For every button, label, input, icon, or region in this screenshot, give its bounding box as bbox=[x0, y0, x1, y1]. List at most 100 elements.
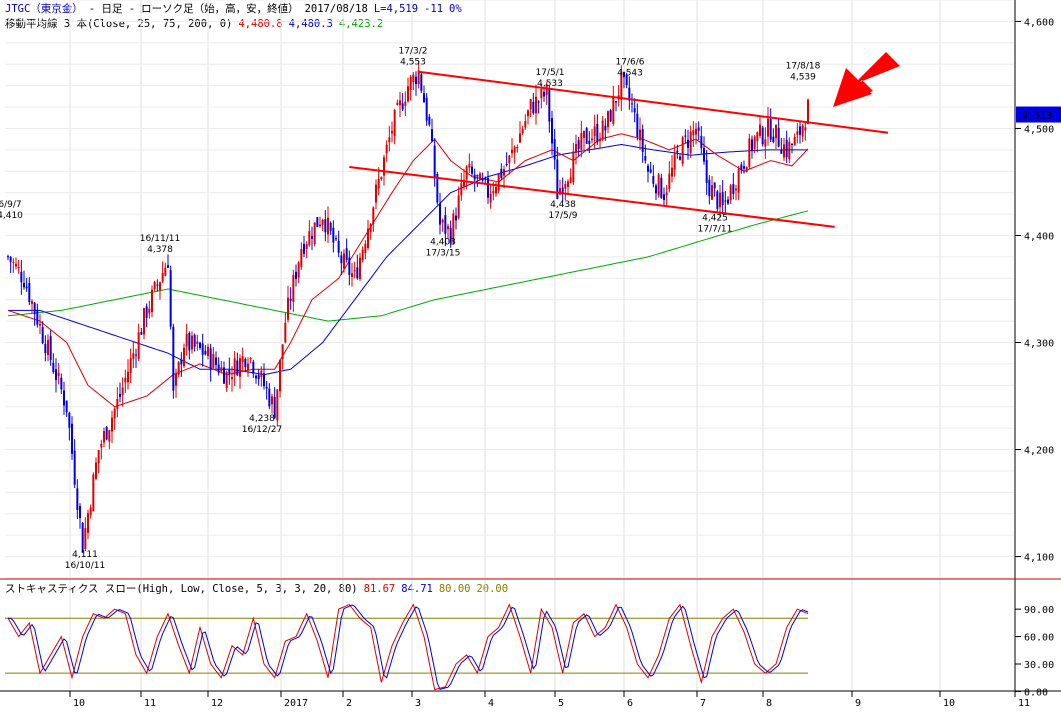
candle-down bbox=[705, 160, 708, 183]
candle-up bbox=[343, 253, 345, 269]
candle-down bbox=[33, 302, 36, 314]
candle-down bbox=[433, 145, 436, 179]
candle-up bbox=[111, 417, 113, 432]
chart-header-line1: JTGC（東京金） - 日足 - ローソク足（始，高，安，終値） 2017/08/18… bbox=[5, 3, 468, 16]
candle-down bbox=[588, 140, 591, 145]
candle-up bbox=[569, 177, 572, 184]
candles bbox=[7, 60, 809, 553]
candle-up bbox=[793, 136, 796, 146]
annotation-price: 4,425 bbox=[702, 214, 728, 224]
candle-up bbox=[745, 166, 748, 172]
candle-up bbox=[719, 192, 721, 208]
candle-down bbox=[268, 388, 271, 407]
candle-up bbox=[388, 137, 391, 143]
stoch-tick-label: 30.00 bbox=[1024, 660, 1054, 671]
candle-up bbox=[391, 130, 393, 134]
candle-up bbox=[575, 143, 577, 153]
candle-down bbox=[644, 156, 647, 161]
annotation-date: 17/5/1 bbox=[536, 68, 565, 78]
candle-up bbox=[735, 188, 737, 191]
candle-up bbox=[353, 270, 356, 272]
price-tick-label: 4,500 bbox=[1024, 124, 1054, 135]
candle-down bbox=[660, 177, 663, 199]
candle-up bbox=[15, 263, 17, 267]
x-tick-label: 10 bbox=[73, 698, 85, 709]
candle-down bbox=[7, 256, 9, 258]
x-tick-label: 5 bbox=[558, 698, 564, 709]
stoch-k-value: 81.67 bbox=[363, 583, 396, 595]
candle-up bbox=[671, 167, 673, 177]
candle-up bbox=[639, 129, 641, 141]
candle-down bbox=[204, 350, 207, 355]
candle-down bbox=[785, 139, 788, 158]
candle-up bbox=[564, 183, 567, 189]
ma75-line bbox=[8, 143, 808, 376]
candle-down bbox=[609, 110, 612, 122]
candle-down bbox=[697, 127, 700, 131]
candle-up bbox=[12, 261, 15, 263]
candle-up bbox=[327, 217, 329, 235]
annotation-price: 4,238 bbox=[249, 414, 275, 424]
candle-up bbox=[148, 308, 151, 314]
candle-up bbox=[567, 181, 569, 187]
candle-down bbox=[484, 177, 487, 180]
red-arrow-icon bbox=[833, 52, 900, 107]
candle-up bbox=[129, 358, 132, 373]
annotation-price: 4,543 bbox=[617, 68, 643, 78]
candle-up bbox=[151, 289, 153, 313]
candle-down bbox=[444, 215, 447, 234]
current-price-badge bbox=[1016, 106, 1061, 123]
x-tick-label: 11 bbox=[144, 698, 156, 709]
candle-up bbox=[196, 341, 199, 344]
candle-up bbox=[100, 444, 103, 448]
candle-down bbox=[772, 136, 775, 143]
candle-up bbox=[137, 332, 140, 359]
candle-down bbox=[641, 129, 644, 153]
candle-up bbox=[465, 166, 468, 180]
candle-down bbox=[761, 127, 764, 145]
symbol-label: JTGC（東京金） bbox=[5, 3, 83, 15]
candle-down bbox=[532, 101, 535, 114]
stoch-upper-value: 80.00 bbox=[438, 583, 471, 595]
candle-up bbox=[121, 387, 124, 395]
candle-down bbox=[420, 74, 423, 91]
candle-down bbox=[199, 342, 201, 348]
candle-down bbox=[505, 164, 508, 166]
ma200-path bbox=[7, 210, 809, 322]
candle-down bbox=[647, 165, 649, 172]
candle-up bbox=[241, 356, 244, 362]
candle-down bbox=[188, 333, 191, 351]
candle-down bbox=[79, 506, 81, 519]
candle-down bbox=[439, 203, 441, 225]
candle-down bbox=[684, 135, 687, 137]
candle-up bbox=[239, 358, 241, 377]
candle-down bbox=[145, 306, 148, 318]
candle-down bbox=[60, 377, 63, 390]
candle-up bbox=[108, 430, 111, 442]
candle-up bbox=[321, 219, 324, 225]
candle-up bbox=[260, 370, 263, 378]
ma75-path bbox=[8, 143, 808, 376]
candle-up bbox=[447, 226, 449, 230]
candle-down bbox=[215, 357, 217, 365]
candle-down bbox=[431, 129, 433, 142]
candle-up bbox=[668, 173, 671, 190]
candle-down bbox=[257, 375, 260, 380]
trend-line bbox=[349, 165, 835, 228]
candle-up bbox=[516, 147, 519, 149]
candle-down bbox=[740, 164, 743, 171]
candle-down bbox=[777, 128, 780, 147]
candle-up bbox=[284, 322, 287, 343]
stoch-label: ストキャスティクス スロー(High, Low, Close, 5, 3, 3,… bbox=[5, 583, 358, 595]
arrow-shape-fill bbox=[835, 53, 900, 104]
candle-down bbox=[9, 257, 12, 262]
annotation-price: 4,539 bbox=[790, 73, 816, 83]
candle-up bbox=[305, 244, 308, 250]
candle-up bbox=[479, 173, 481, 180]
candle-down bbox=[223, 367, 225, 384]
candle-up bbox=[404, 101, 407, 106]
candle-down bbox=[172, 326, 175, 391]
candle-down bbox=[423, 93, 425, 103]
stoch-lower-value: 20.00 bbox=[476, 583, 509, 595]
candle-up bbox=[441, 219, 444, 223]
